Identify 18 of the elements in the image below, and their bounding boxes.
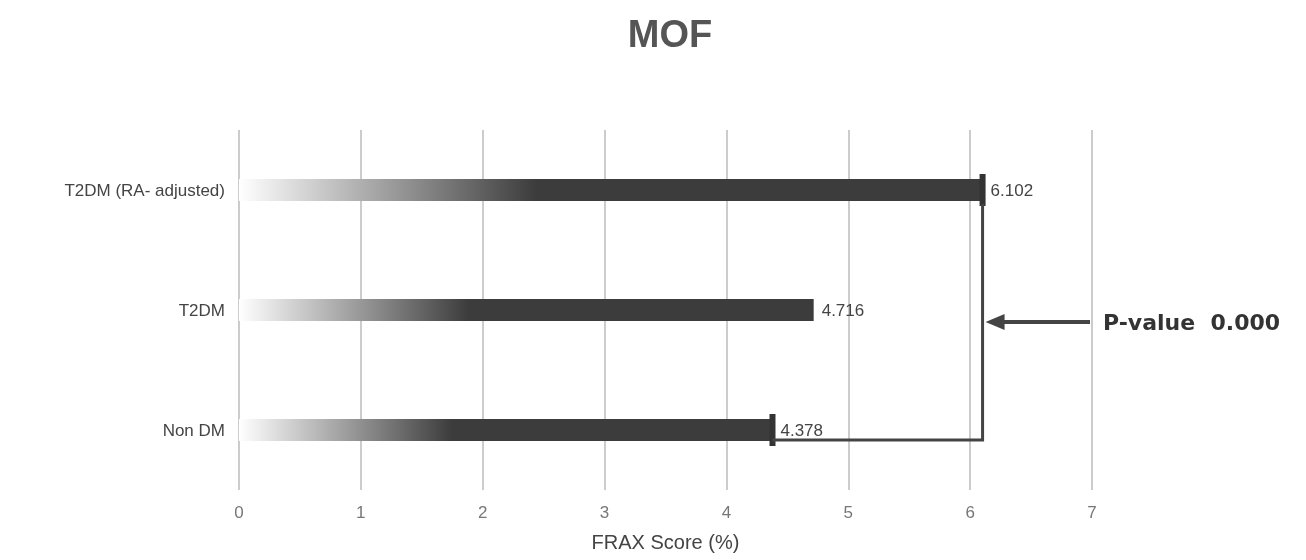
x-tick-label: 4 — [721, 503, 732, 522]
x-tick-label: 5 — [843, 503, 854, 522]
x-tick-label: 1 — [356, 503, 366, 522]
chart-title: MOF — [627, 13, 713, 55]
data-label: 4.378 — [780, 420, 824, 440]
x-tick-label: 6 — [965, 503, 975, 522]
bar — [239, 299, 814, 321]
y-tick-label: T2DM — [178, 300, 225, 320]
y-tick-label: Non DM — [162, 420, 225, 440]
data-label: 4.716 — [821, 300, 865, 320]
x-tick-label: 7 — [1087, 503, 1097, 522]
text: P-value 0.000 — [1103, 309, 1281, 335]
y-tick-label: T2DM (RA- adjusted) — [64, 180, 225, 200]
x-tick-label: 3 — [599, 503, 610, 522]
x-tick-label: 2 — [477, 503, 488, 522]
x-tick-label: 0 — [234, 503, 244, 522]
data-label: 6.102 — [990, 180, 1034, 200]
x-axis-title: FRAX Score (%) — [591, 531, 740, 553]
